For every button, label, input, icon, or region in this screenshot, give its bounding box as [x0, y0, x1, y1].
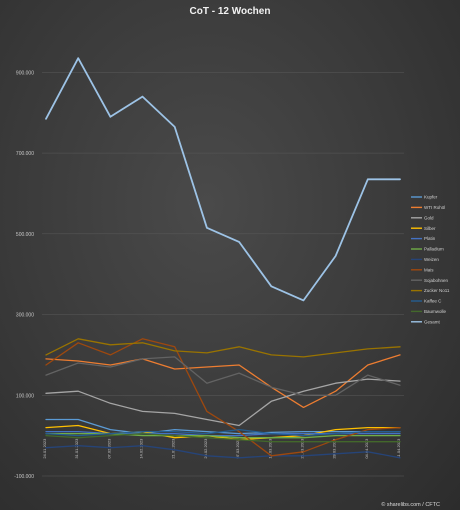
- legend-entry: Kupfer: [424, 195, 438, 200]
- legend-entry: Sojabohnen: [424, 278, 449, 283]
- x-tick-label: 07.02.2023: [106, 438, 111, 459]
- legend-entry: Gesamt: [424, 319, 441, 324]
- x-tick-label: 28.02.2023: [203, 438, 208, 459]
- legend-entry: Baumwolle: [424, 309, 447, 314]
- y-tick-label: 100.000: [16, 393, 34, 399]
- series-line-baumwolle: [45, 432, 401, 443]
- series-line-sojabohnen: [45, 356, 401, 396]
- x-tick-label: 28.03.2023: [332, 438, 337, 459]
- x-tick-label: 21.03.2023: [299, 438, 304, 459]
- series-line-mais: [45, 338, 401, 457]
- x-tick-label: 14.03.2023: [267, 438, 272, 459]
- legend-entry: Kaffee C: [424, 299, 442, 304]
- series-line-zucker-no11: [45, 338, 401, 358]
- legend-entry: Weizen: [424, 257, 439, 262]
- legend: Kupfer WTI Rohöl Gold Silber Platin Palladium…: [411, 195, 450, 324]
- x-tick-label: 04.04.2023: [364, 438, 369, 459]
- chart-title: CoT - 12 Wochen: [190, 6, 271, 17]
- x-tick-label: 21.02.2023: [171, 438, 176, 459]
- x-tick-label: 31.01.2023: [74, 438, 79, 459]
- series-lines: [45, 57, 401, 459]
- legend-entry: Zucker No11: [424, 288, 450, 293]
- series-line-silber: [45, 424, 401, 441]
- series-line-wti-roh-l: [45, 354, 401, 409]
- y-tick-label: 700.000: [16, 151, 34, 157]
- legend-entry: Platin: [424, 236, 436, 241]
- legend-entry: WTI Rohöl: [424, 205, 445, 210]
- legend-entry: Gold: [424, 215, 434, 220]
- x-tick-label: 14.02.2023: [139, 438, 144, 459]
- source-credit: © sharelibs.com / CFTC: [381, 501, 440, 508]
- series-line-kaffee-c: [45, 428, 401, 437]
- grid: [42, 72, 404, 477]
- x-tick-label: 24.01.2023: [42, 438, 47, 459]
- x-tick-label: 07.03.2023: [235, 438, 240, 459]
- series-line-gold: [45, 378, 401, 427]
- y-axis-ticks: -100.000 100.000 300.000 500.000 700.000 900.…: [14, 70, 34, 480]
- legend-entry: Palladium: [424, 247, 444, 252]
- x-tick-label: 11.04.2023: [396, 438, 401, 458]
- y-tick-label: -100.000: [14, 474, 34, 480]
- y-tick-label: 900.000: [16, 70, 34, 76]
- y-tick-label: 500.000: [16, 232, 34, 238]
- series-line-kupfer: [45, 418, 401, 435]
- x-axis-ticks: 24.01.2023 31.01.2023 07.02.2023 14.02.2023…: [42, 438, 401, 459]
- series-line-weizen: [45, 445, 401, 459]
- legend-entry: Silber: [424, 226, 436, 231]
- legend-entry: Mais: [424, 267, 434, 272]
- series-line-gesamt: [45, 57, 401, 302]
- y-tick-label: 300.000: [16, 313, 34, 319]
